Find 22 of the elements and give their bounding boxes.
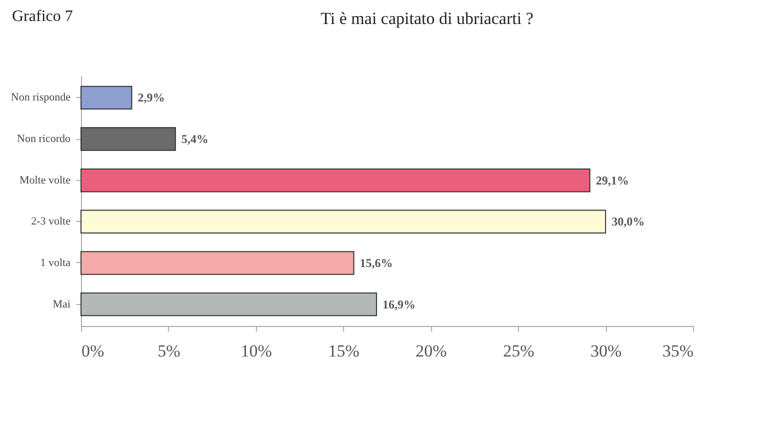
x-tick-label: 30% — [590, 342, 622, 360]
y-tick-label: 2-3 volte — [31, 216, 71, 228]
x-tick-label: 0% — [82, 342, 104, 360]
data-label: 5,4% — [181, 132, 208, 146]
x-tick-label: 15% — [328, 342, 360, 360]
y-tick-label: Molte volte — [19, 174, 71, 186]
x-tick-label: 25% — [503, 342, 534, 360]
x-tick-label: 10% — [240, 342, 272, 360]
x-tick-label: 35% — [662, 342, 694, 360]
data-label: 2,9% — [138, 90, 165, 105]
x-tick-label: 20% — [416, 342, 447, 360]
y-tick-label: Mai — [52, 298, 70, 310]
data-label: 15,6% — [360, 256, 393, 270]
y-tick-label: Non risponde — [10, 92, 71, 104]
x-tick-label: 5% — [158, 342, 180, 360]
data-label: 30,0% — [612, 214, 645, 229]
data-label: 16,9% — [382, 297, 416, 312]
y-tick-label: Non ricordo — [17, 133, 71, 146]
text: Grafico 7 — [12, 8, 73, 26]
y-tick-label: 1 volta — [40, 256, 71, 269]
data-label: 29,1% — [596, 173, 629, 188]
chart-title: Ti è mai capitato di ubriacarti ? — [320, 9, 534, 28]
